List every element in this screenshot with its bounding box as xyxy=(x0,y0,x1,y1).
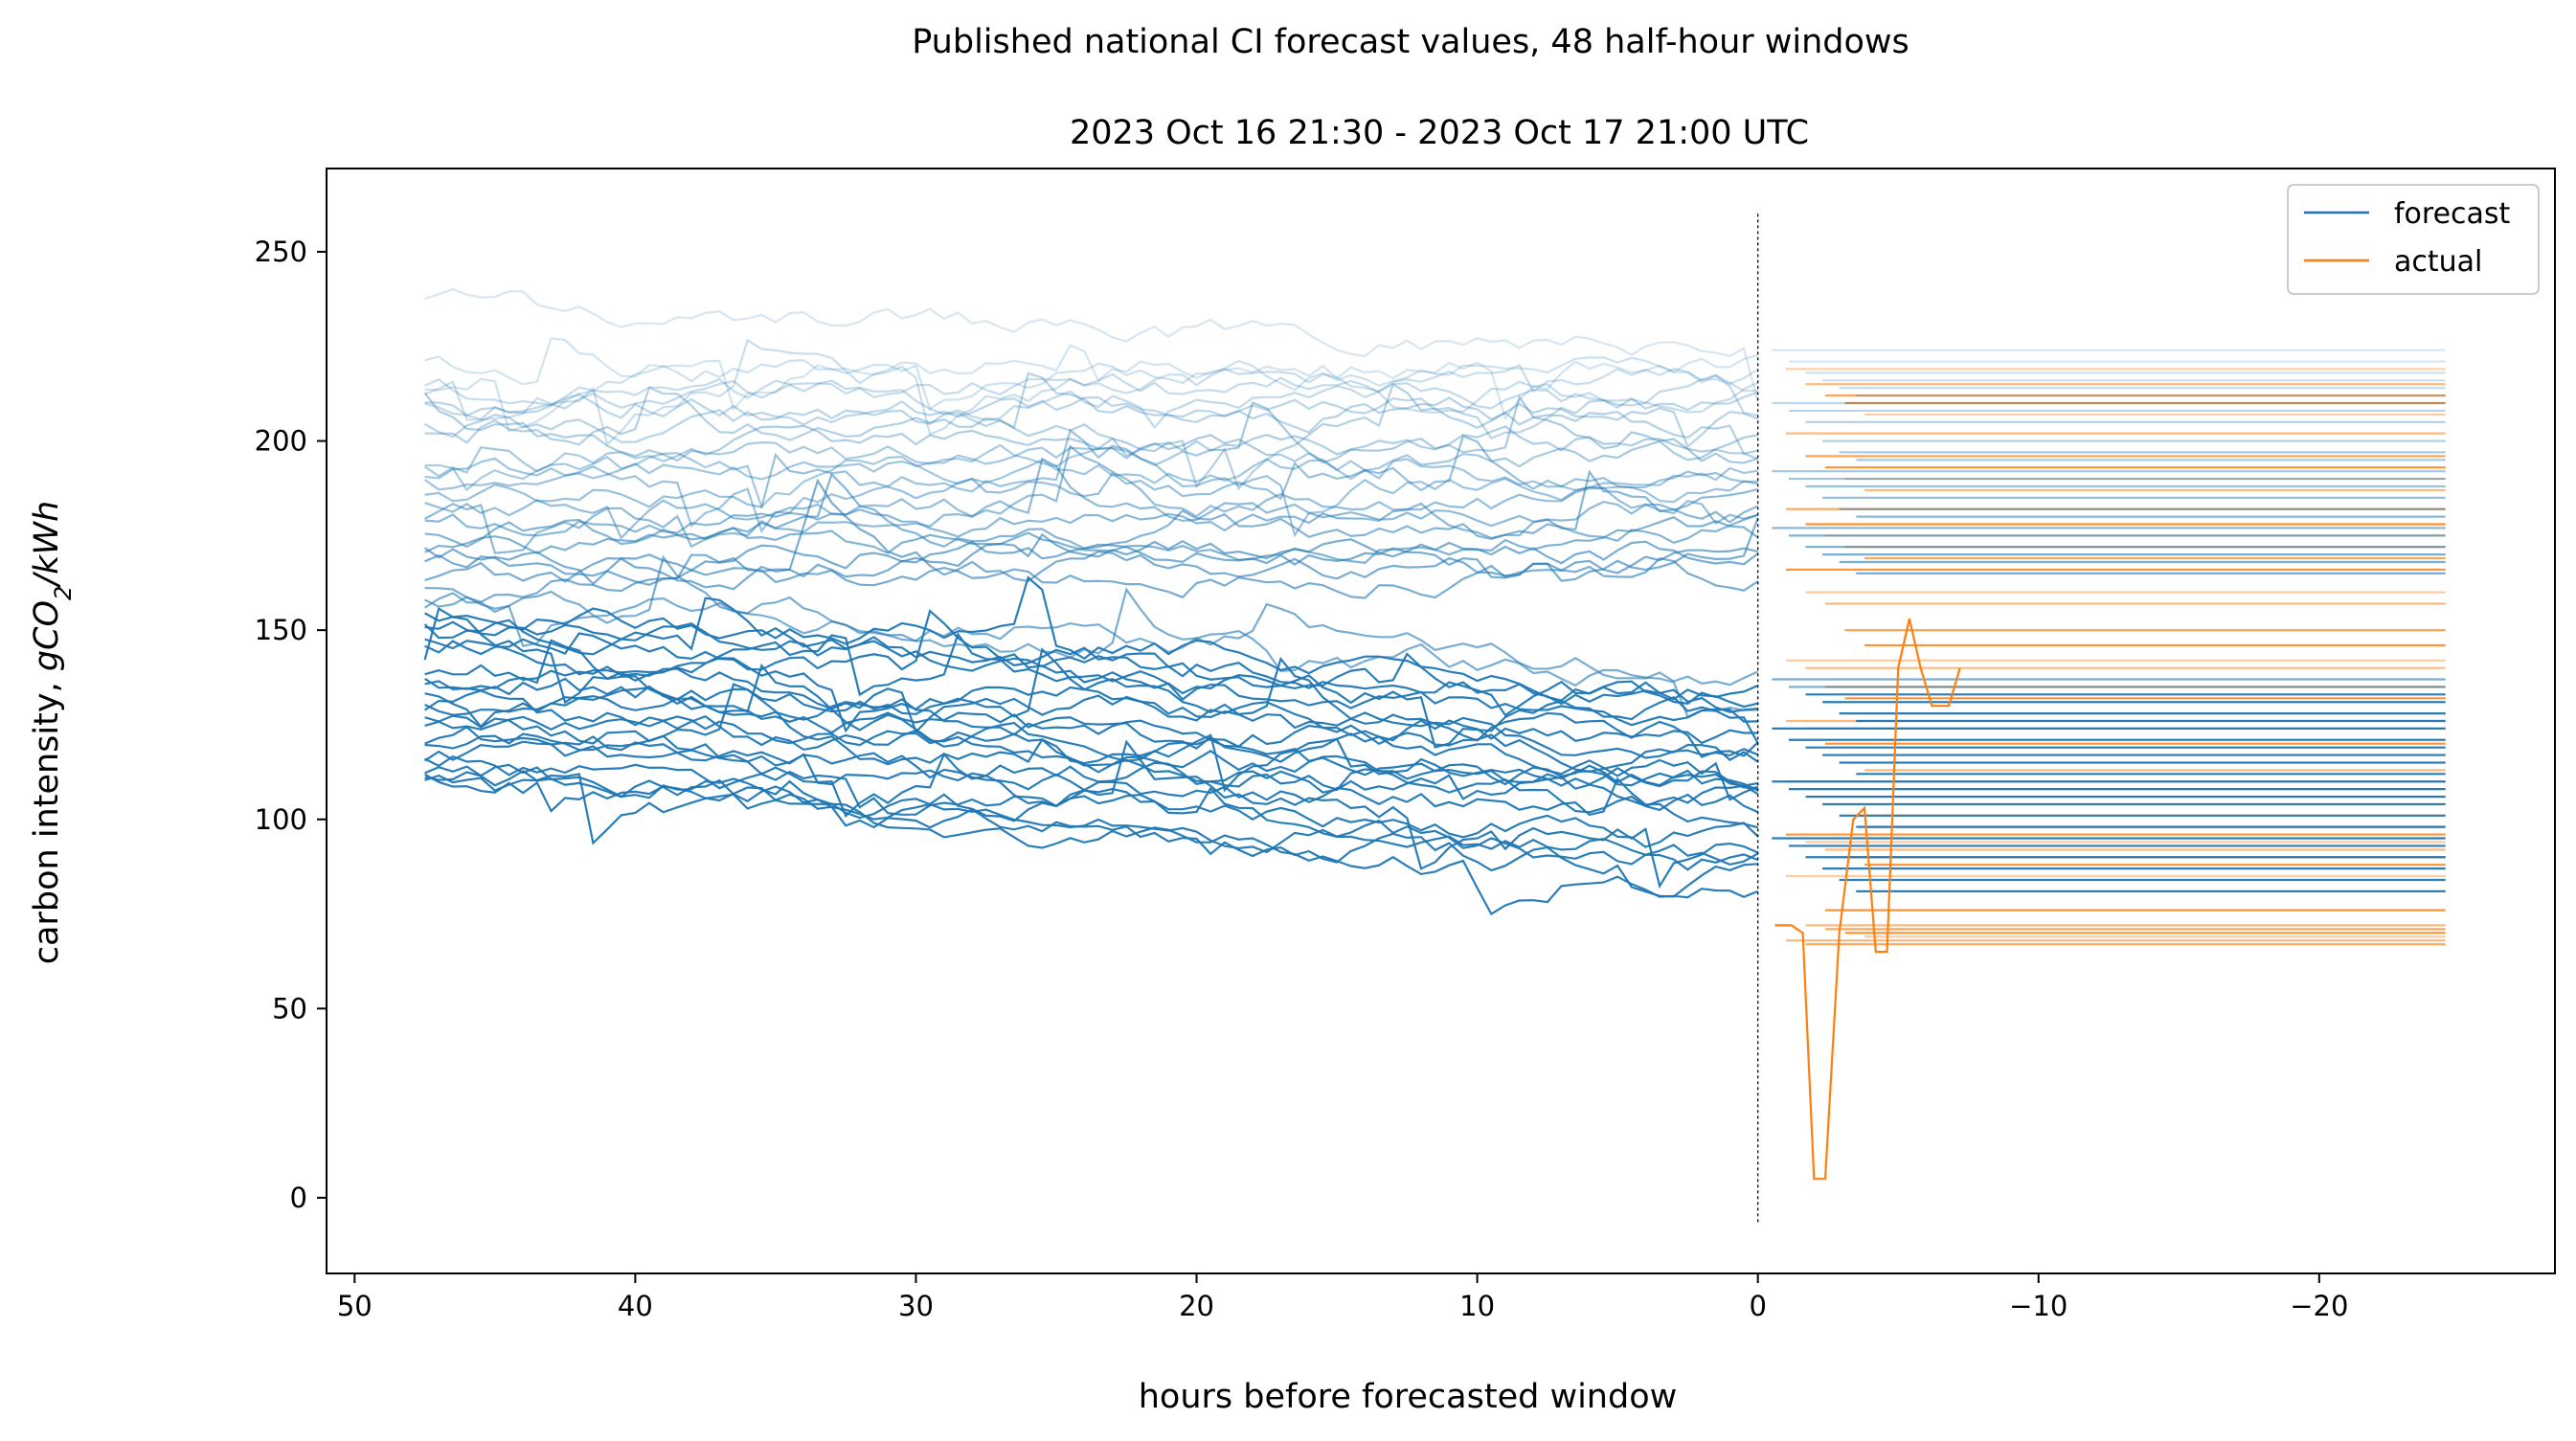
forecast-line xyxy=(424,372,1759,449)
x-tick-label: 40 xyxy=(618,1290,653,1322)
forecast-line xyxy=(424,647,1759,759)
forecast-line xyxy=(424,382,1758,491)
forecast-line xyxy=(424,692,1759,801)
forecast-line xyxy=(424,609,1759,749)
forecast-line xyxy=(424,773,1759,916)
forecast-line xyxy=(424,372,1759,415)
forecast-line xyxy=(423,619,1758,713)
forecast-line xyxy=(424,769,1759,871)
x-tick-label: 30 xyxy=(898,1290,934,1322)
forecast-line xyxy=(424,683,1759,807)
forecast-line xyxy=(423,689,1759,792)
forecast-line xyxy=(424,732,1758,829)
forecast-line xyxy=(424,664,1758,745)
forecast-line xyxy=(424,457,1758,492)
forecast-line xyxy=(424,356,1759,433)
legend-forecast-label: forecast xyxy=(2394,197,2511,231)
series-layer xyxy=(423,287,2446,1181)
forecast-line xyxy=(424,394,1758,492)
y-tick-label: 250 xyxy=(255,236,307,268)
y-axis-label: carbon intensity, gCO2/kWh xyxy=(28,501,77,964)
y-tick-label: 50 xyxy=(272,992,307,1024)
x-axis-label: hours before forecasted window xyxy=(1139,1378,1678,1416)
forecast-line xyxy=(424,434,1758,508)
forecast-line xyxy=(424,596,1759,687)
x-tick-label: 0 xyxy=(1749,1290,1766,1322)
forecast-line xyxy=(424,763,1759,867)
chart-title: 2023 Oct 16 21:30 - 2023 Oct 17 21:00 UT… xyxy=(1070,114,1809,152)
forecast-line xyxy=(424,773,1758,898)
y-tick-label: 100 xyxy=(255,803,307,836)
forecast-line xyxy=(424,457,1758,554)
x-tick-label: 10 xyxy=(1459,1290,1495,1322)
forecast-line xyxy=(424,752,1759,848)
forecast-line xyxy=(424,373,1758,430)
forecast-line xyxy=(424,725,1759,814)
forecast-line xyxy=(423,401,1759,509)
actual-dip-line xyxy=(1774,619,1961,1181)
x-tick-label: −20 xyxy=(2290,1290,2348,1322)
plot-area xyxy=(326,168,2556,1274)
legend: forecast actual xyxy=(2287,184,2540,295)
forecast-line xyxy=(424,632,1758,727)
forecast-line xyxy=(424,337,1758,421)
chart-suptitle: Published national CI forecast values, 4… xyxy=(912,23,1909,61)
forecast-line xyxy=(424,287,1759,403)
y-axis-label-unit-rest: /kWh xyxy=(28,501,66,589)
forecast-line xyxy=(424,338,1758,447)
forecast-line xyxy=(424,391,1759,440)
y-axis-label-unit-g: gCO xyxy=(28,600,66,671)
x-tick-label: −10 xyxy=(2009,1290,2068,1322)
y-tick-label: 200 xyxy=(255,425,307,458)
y-axis: 0 50 100 150 200 250 xyxy=(255,236,327,1214)
legend-actual-label: actual xyxy=(2394,245,2482,279)
y-tick-label: 150 xyxy=(255,614,307,646)
forecast-line xyxy=(424,478,1758,591)
y-axis-label-unit-sub: 2 xyxy=(50,586,77,600)
forecast-line xyxy=(423,392,1759,462)
forecast-line xyxy=(424,554,1758,719)
forecast-line xyxy=(424,444,1758,540)
forecast-line xyxy=(424,663,1758,793)
x-tick-label: 50 xyxy=(337,1290,373,1322)
y-axis-label-prefix: carbon intensity, xyxy=(28,671,66,964)
forecast-line xyxy=(424,469,1759,540)
x-axis: 50 40 30 20 10 0 −10 −20 xyxy=(337,1273,2348,1322)
forecast-line xyxy=(424,553,1759,603)
forecast-line xyxy=(424,472,1759,550)
y-tick-label: 0 xyxy=(290,1182,307,1214)
forecast-line xyxy=(423,428,1758,538)
x-tick-label: 20 xyxy=(1179,1290,1214,1322)
